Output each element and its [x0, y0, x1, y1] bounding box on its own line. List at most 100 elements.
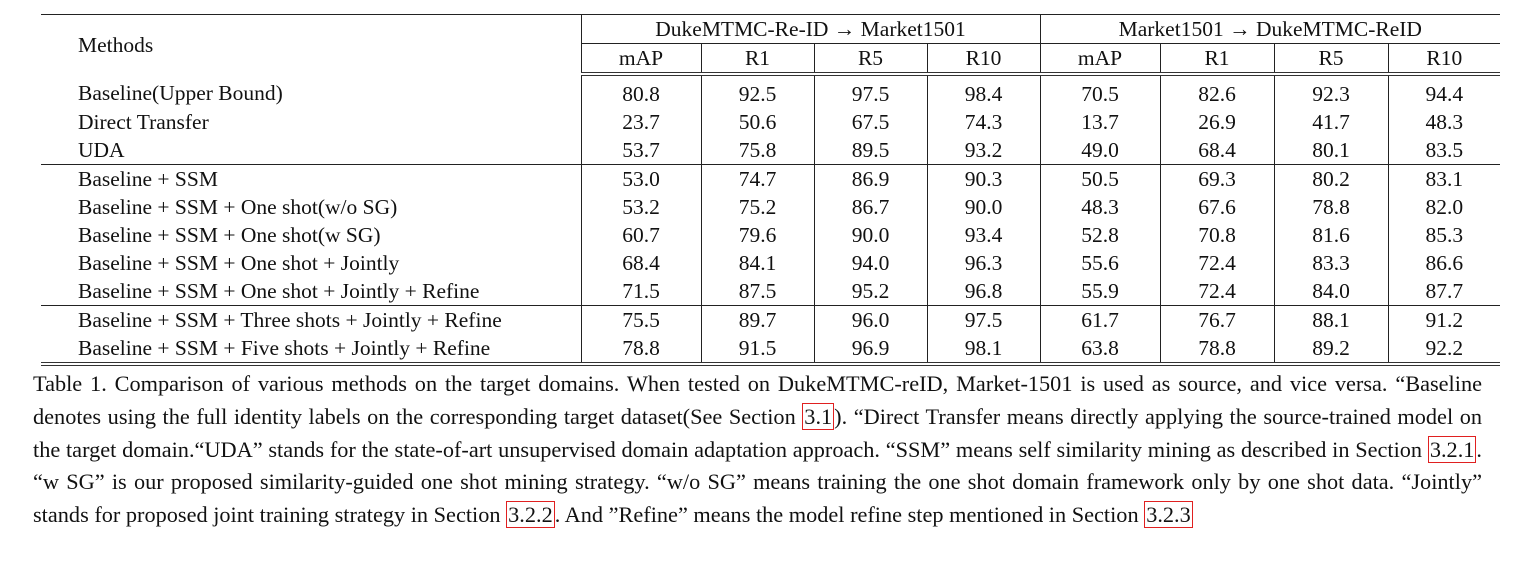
table-cell: 74.7 [700, 164, 814, 193]
section-reference-link[interactable]: 3.2.1 [1427, 435, 1477, 463]
table-cell: 48.3 [1039, 193, 1161, 221]
table-cell: 90.3 [926, 164, 1041, 193]
table-cell-best: 55.9 [1039, 277, 1161, 306]
table-cell-best: 72.4 [1159, 277, 1275, 306]
group-header-market-to-duke: Market1501 → DukeMTMC-ReID [1039, 14, 1501, 44]
table-cell: 26.9 [1159, 108, 1275, 136]
section-reference-link[interactable]: 3.2.3 [1144, 501, 1193, 529]
table-cell: 86.7 [813, 193, 927, 221]
table-cell-best: 92.2 [1387, 334, 1501, 366]
table-row: Direct Transfer 23.7 50.6 67.5 74.3 13.7… [41, 108, 1501, 136]
table-cell: 90.0 [813, 221, 927, 249]
table-cell: 50.6 [700, 108, 814, 136]
table-cell: 52.8 [1039, 221, 1161, 249]
table-cell: 84.1 [700, 249, 814, 277]
table-cell: 72.4 [1159, 249, 1275, 277]
table-cell-best: 89.2 [1273, 334, 1389, 366]
method-name: Baseline + SSM + One shot + Jointly + Re… [78, 279, 480, 303]
table-cell: 94.4 [1387, 74, 1501, 108]
table-cell: 67.6 [1159, 193, 1275, 221]
table-row: UDA 53.7 75.8 89.5 93.2 49.0 68.4 80.1 8… [41, 136, 1501, 165]
table-cell: 55.6 [1039, 249, 1161, 277]
table-cell-best: 95.2 [813, 277, 927, 306]
section-reference-link[interactable]: 3.2.2 [506, 501, 555, 529]
caption-text: ). “Direct Transfer means directly apply… [33, 403, 1482, 462]
table-cell-best: 84.0 [1273, 277, 1389, 306]
caption-text: . “w SG” is our proposed similarity-guid… [33, 436, 1482, 528]
table-cell: 86.9 [813, 164, 927, 193]
table-cell: 61.7 [1039, 305, 1161, 334]
table-cell: 86.6 [1387, 249, 1501, 277]
table-cell-best: 78.8 [580, 334, 701, 366]
table-cell: 74.3 [926, 108, 1041, 136]
header-row-groups: Methods DukeMTMC-Re-ID → Market1501 Mark… [41, 14, 1501, 74]
table-cell: 23.7 [580, 108, 701, 136]
table-row: Baseline + SSM 53.0 74.7 86.9 90.3 50.5 … [41, 164, 1501, 193]
table-cell: 85.3 [1387, 221, 1501, 249]
table-cell: 13.7 [1039, 108, 1161, 136]
table-cell: 97.5 [813, 74, 927, 108]
methods-header: Methods [41, 14, 581, 74]
table-cell: 53.7 [580, 136, 701, 165]
table-cell: 76.7 [1159, 305, 1275, 334]
metric-header: R10 [1387, 43, 1501, 76]
method-name: Baseline + SSM + One shot(w/o SG) [78, 195, 398, 219]
table-row: Baseline + SSM + One shot(w/o SG) 53.2 7… [41, 193, 1501, 221]
group-header-duke-to-market: DukeMTMC-Re-ID → Market1501 [580, 14, 1041, 44]
table-cell: 83.5 [1387, 136, 1501, 165]
table-cell: 91.2 [1387, 305, 1501, 334]
table-row: Baseline(Upper Bound) 80.8 92.5 97.5 98.… [41, 74, 1501, 108]
table-cell: 92.3 [1273, 74, 1389, 108]
table-row: Baseline + SSM + One shot + Jointly 68.4… [41, 249, 1501, 277]
table-cell: 75.8 [700, 136, 814, 165]
table-cell: 80.2 [1273, 164, 1389, 193]
section-reference-link[interactable]: 3.1 [802, 402, 835, 430]
table-row: Baseline + SSM + One shot + Jointly + Re… [41, 277, 1501, 306]
table-cell: 80.1 [1273, 136, 1389, 165]
table-cell: 41.7 [1273, 108, 1389, 136]
table-cell: 90.0 [926, 193, 1041, 221]
table-cell: 75.2 [700, 193, 814, 221]
table-cell-best: 96.9 [813, 334, 927, 366]
table-cell: 93.4 [926, 221, 1041, 249]
table-cell: 94.0 [813, 249, 927, 277]
table-cell: 97.5 [926, 305, 1041, 334]
caption-text: Table 1. Comparison of various methods o… [33, 371, 1482, 429]
table-cell-best: 71.5 [580, 277, 701, 306]
caption-text: . And ”Refine” means the model refine st… [554, 502, 1145, 528]
results-table: Methods DukeMTMC-Re-ID → Market1501 Mark… [41, 14, 1501, 366]
metric-header: mAP [1039, 43, 1161, 76]
table-cell-best: 87.7 [1387, 277, 1501, 306]
table-cell: 70.5 [1039, 74, 1161, 108]
table-cell: 48.3 [1387, 108, 1501, 136]
table-cell: 93.2 [926, 136, 1041, 165]
table-cell: 79.6 [700, 221, 814, 249]
table-cell-best: 87.5 [700, 277, 814, 306]
table-cell: 80.8 [580, 74, 701, 108]
table-cell: 50.5 [1039, 164, 1161, 193]
table-cell-best: 96.8 [926, 277, 1041, 306]
table-row: Baseline + SSM + Three shots + Jointly +… [41, 305, 1501, 334]
header-row-metrics: mAP R1 R5 R10 mAP R1 R5 R10 [41, 43, 1501, 76]
method-name: Baseline + SSM + Three shots + Jointly +… [41, 305, 581, 334]
table-cell: 89.5 [813, 136, 927, 165]
table-cell: 67.5 [813, 108, 927, 136]
table-cell: 60.7 [580, 221, 701, 249]
table-cell: 68.4 [1159, 136, 1275, 165]
table-cell: 82.6 [1159, 74, 1275, 108]
table-cell: 78.8 [1273, 193, 1389, 221]
metric-header: mAP [580, 43, 701, 76]
table-cell: 53.0 [580, 164, 701, 193]
method-name: Baseline + SSM [41, 164, 581, 193]
table-cell: 49.0 [1039, 136, 1161, 165]
table-caption: Table 1. Comparison of various methods o… [33, 368, 1482, 532]
table-cell: 98.4 [926, 74, 1041, 108]
table-cell-best: 78.8 [1159, 334, 1275, 366]
table-cell: 96.0 [813, 305, 927, 334]
method-name: Direct Transfer [78, 110, 209, 134]
table-cell: 88.1 [1273, 305, 1389, 334]
metric-header: R5 [1273, 43, 1389, 76]
table-cell: 83.1 [1387, 164, 1501, 193]
table-cell-best: 98.1 [926, 334, 1041, 366]
metric-header: R1 [1159, 43, 1275, 76]
